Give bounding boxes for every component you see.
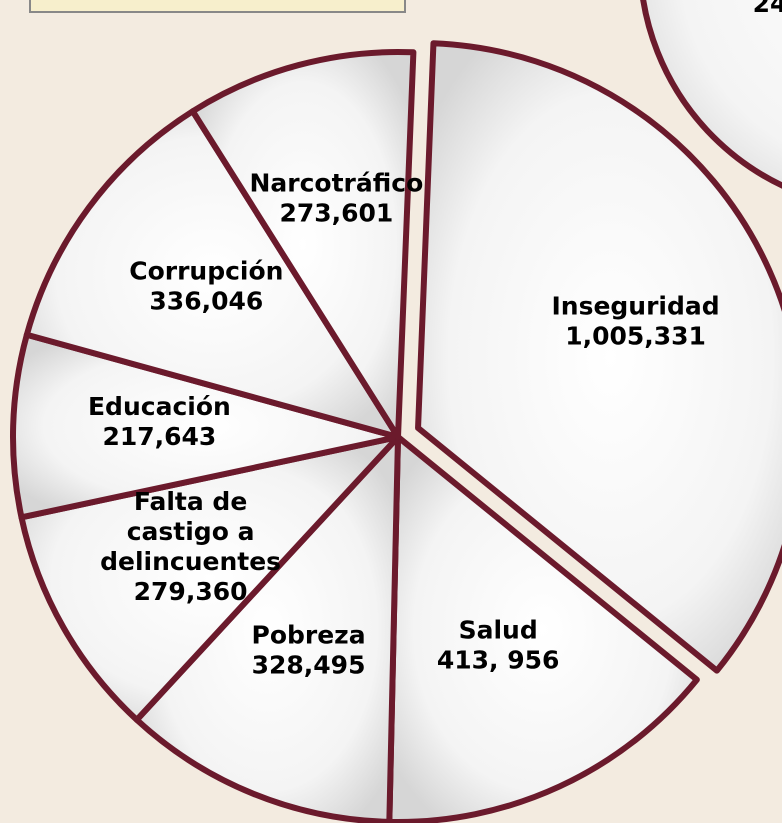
pie-slice: [189, 49, 417, 440]
label-line: Falta de: [134, 487, 247, 516]
label-line: castigo a: [127, 517, 255, 546]
value-label: 336,046: [149, 287, 263, 316]
value-label: 328,495: [252, 650, 366, 679]
label-line: Corrupción: [129, 257, 283, 286]
pie-slice: [23, 108, 401, 440]
value-label: 1,005,331: [565, 322, 706, 351]
pie-slice: [415, 40, 782, 674]
label-line: Narcotráfico: [249, 168, 423, 197]
other-pie: [640, 0, 782, 189]
pie-slice: [10, 331, 401, 521]
label-line: Educación: [88, 392, 231, 421]
legend-box: [29, 0, 406, 13]
slice-label: Salud: [459, 616, 538, 645]
slice-label: Narcotráfico: [249, 168, 423, 197]
slice-label: Educación: [88, 392, 231, 421]
slice-label: Corrupción: [129, 257, 283, 286]
pie-slice: [386, 434, 700, 823]
fragment-text: 24: [753, 0, 782, 18]
value-label: 217,643: [102, 422, 216, 451]
slice-label: Falta de castigo a delincuentes: [100, 487, 281, 576]
label-line: delincuentes: [100, 547, 281, 576]
slice-label: Inseguridad: [551, 292, 719, 321]
slice-label: Pobreza: [252, 620, 366, 649]
value-label: 413, 956: [437, 646, 560, 675]
label-line: Salud: [459, 616, 538, 645]
label-line: Inseguridad: [551, 292, 719, 321]
label-line: Pobreza: [252, 620, 366, 649]
pie-slice: [18, 434, 401, 723]
value-label: 273,601: [279, 198, 393, 227]
value-label: 279,360: [134, 577, 248, 606]
pie-slice: [133, 434, 401, 823]
